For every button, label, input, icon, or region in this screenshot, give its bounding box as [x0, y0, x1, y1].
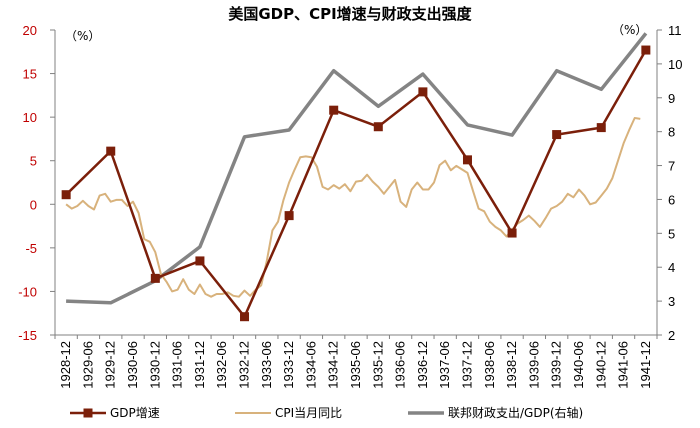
x-tick-label: 1932-06 — [214, 341, 229, 389]
legend-marker-gdp — [83, 408, 93, 418]
x-tick-label: 1936-12 — [415, 341, 430, 389]
right-tick-group: 2 3 4 5 6 7 8 9 10 11 — [657, 23, 682, 343]
x-tick-label: 1933-06 — [259, 341, 274, 389]
left-tick-label: 5 — [30, 154, 37, 169]
x-tick-label: 1938-12 — [504, 341, 519, 389]
x-tick-label: 1939-12 — [549, 341, 564, 389]
left-tick-label: 15 — [23, 67, 37, 82]
x-tick-label: 1934-12 — [326, 341, 341, 389]
x-tick-label: 1931-12 — [192, 341, 207, 389]
x-tick-label: 1935-06 — [348, 341, 363, 389]
left-tick-label: 10 — [23, 110, 37, 125]
series-line-gdp — [65, 49, 647, 318]
x-tick-label: 1936-06 — [393, 341, 408, 389]
right-tick-label: 10 — [668, 57, 682, 72]
x-tick-label: 1939-06 — [526, 341, 541, 389]
right-tick-label: 11 — [668, 23, 682, 38]
x-tick-label: 1934-06 — [303, 341, 318, 389]
left-tick-label: 20 — [23, 23, 37, 38]
right-tick-label: 3 — [668, 294, 675, 309]
gdp-marker — [329, 105, 339, 115]
x-tick-label: 1937-12 — [459, 341, 474, 389]
x-tick-label: 1937-06 — [437, 341, 452, 389]
x-tick-label: 1941-06 — [616, 341, 631, 389]
series-line-fiscal — [66, 32, 648, 305]
right-tick-label: 2 — [668, 328, 675, 343]
legend: GDP增速 CPI当月同比 联邦财政支出/GDP(右轴) — [70, 405, 583, 420]
left-tick-label: -10 — [18, 284, 37, 299]
x-tick-label: 1930-06 — [125, 341, 140, 389]
gdp-marker — [552, 130, 562, 140]
gdp-marker — [150, 273, 160, 283]
x-tick-label: 1928-12 — [58, 341, 73, 389]
gdp-marker — [61, 190, 71, 200]
x-tick-label: 1935-12 — [370, 341, 385, 389]
gdp-marker — [373, 122, 383, 132]
chart-title: 美国GDP、CPI增速与财政支出强度 — [228, 5, 472, 23]
x-tick-label: 1930-12 — [147, 341, 162, 389]
right-tick-label: 4 — [668, 260, 675, 275]
left-tick-label: -15 — [18, 328, 37, 343]
x-tick-label: 1940-12 — [593, 341, 608, 389]
gdp-marker — [596, 123, 606, 133]
legend-label-cpi: CPI当月同比 — [275, 406, 342, 420]
left-tick-label: -5 — [25, 241, 37, 256]
right-tick-label: 9 — [668, 91, 675, 106]
gdp-marker — [462, 155, 472, 165]
left-axis-unit: （%） — [65, 29, 100, 43]
x-tick-label: 1941-12 — [638, 341, 653, 389]
legend-label-gdp: GDP增速 — [110, 406, 160, 420]
gdp-marker — [507, 228, 517, 238]
x-tick-group: 1928-12 1929-06 1929-12 1930-06 1930-12 1931-… — [54, 335, 658, 389]
right-tick-label: 7 — [668, 159, 675, 174]
x-tick-label: 1929-12 — [103, 341, 118, 389]
x-tick-label: 1940-06 — [571, 341, 586, 389]
right-axis-unit: （%） — [612, 23, 647, 37]
right-tick-label: 5 — [668, 226, 675, 241]
left-tick-label: 0 — [30, 197, 37, 212]
right-tick-label: 6 — [668, 192, 675, 207]
left-tick-group: -15 -10 -5 0 5 10 15 20 — [18, 23, 55, 343]
gdp-marker — [641, 45, 651, 55]
x-tick-label: 1929-06 — [80, 341, 95, 389]
legend-label-fiscal: 联邦财政支出/GDP(右轴) — [448, 405, 583, 420]
gdp-marker — [106, 146, 116, 156]
x-tick-label: 1938-06 — [482, 341, 497, 389]
x-tick-label: 1932-12 — [237, 341, 252, 389]
right-tick-label: 8 — [668, 125, 675, 140]
gdp-marker — [284, 211, 294, 221]
x-tick-label: 1931-06 — [170, 341, 185, 389]
gdp-marker — [195, 256, 205, 266]
series-layer — [61, 32, 651, 322]
gdp-marker — [418, 87, 428, 97]
x-tick-label: 1933-12 — [281, 341, 296, 389]
gdp-marker — [240, 312, 250, 322]
